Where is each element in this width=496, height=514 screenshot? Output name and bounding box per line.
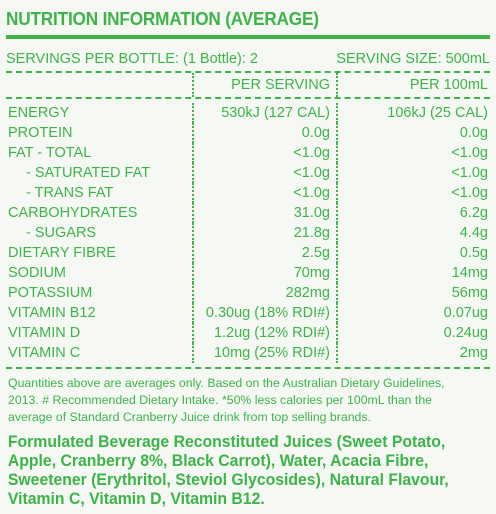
header-per-serving: PER SERVING	[192, 73, 338, 97]
per-serving-value: 10mg (25% RDI#)	[192, 343, 338, 363]
per-100ml-value: 2mg	[459, 345, 488, 361]
per-100ml-value: 0.0g	[459, 125, 488, 141]
ingredients-line: Vitamin C, Vitamin D, Vitamin B12.	[7, 489, 265, 508]
footnote-line: Quantities above are averages only. Base…	[8, 376, 445, 390]
table-body: ENERGY 530kJ (127 CAL) 106kJ (25 CAL) PROTE…	[6, 99, 490, 363]
table-header: PER SERVING PER 100mL	[6, 73, 490, 97]
servings-divider	[6, 71, 490, 73]
per-serving-value: 1.2ug (12% RDI#)	[192, 323, 338, 343]
nutrient-label: DIETARY FIBRE	[8, 245, 116, 261]
ingredients: Formulated Beverage Reconstituted Juices…	[6, 432, 461, 508]
per-serving-value: <1.0g	[192, 163, 338, 183]
per-serving-value: 70mg	[192, 263, 338, 283]
footnote: Quantities above are averages only. Base…	[6, 375, 490, 426]
ingredients-line: Apple, Cranberry 8%, Black Carrot), Wate…	[7, 451, 429, 470]
per-serving-value: 2.5g	[192, 243, 338, 263]
per-serving-value: 530kJ (127 CAL)	[192, 103, 338, 123]
servings-per-bottle: SERVINGS PER BOTTLE: (1 Bottle): 2	[6, 51, 258, 67]
header-per-100ml: PER 100mL	[409, 77, 488, 93]
table-row: VITAMIN B12 0.30ug (18% RDI#) 0.07ug	[6, 303, 490, 323]
table-row: CARBOHYDRATES 31.0g 6.2g	[6, 203, 490, 223]
per-100ml-value: 0.5g	[459, 245, 488, 261]
nutrient-label: - TRANS FAT	[26, 185, 114, 201]
table-row: POTASSIUM 282mg 56mg	[6, 283, 490, 303]
table-row: DIETARY FIBRE 2.5g 0.5g	[6, 243, 490, 263]
per-100ml-value: 106kJ (25 CAL)	[387, 105, 488, 121]
nutrient-label: PROTEIN	[8, 125, 73, 141]
per-serving-value: 21.8g	[192, 223, 338, 243]
per-serving-value: 0.0g	[192, 123, 338, 143]
per-100ml-value: 6.2g	[459, 205, 488, 221]
per-100ml-value: <1.0g	[451, 185, 488, 201]
nutrient-label: SODIUM	[8, 265, 66, 281]
servings-line: SERVINGS PER BOTTLE: (1 Bottle): 2 SERVI…	[6, 49, 490, 71]
per-serving-value: <1.0g	[192, 143, 338, 163]
per-100ml-value: <1.0g	[451, 165, 488, 181]
nutrient-label: - SATURATED FAT	[26, 165, 151, 181]
nutrient-label: FAT - TOTAL	[8, 145, 92, 161]
per-serving-value: 282mg	[192, 283, 338, 303]
header-label-cell	[6, 73, 192, 97]
per-serving-value: 0.30ug (18% RDI#)	[192, 303, 338, 323]
per-serving-value: <1.0g	[192, 183, 338, 203]
per-100ml-value: 0.24ug	[443, 325, 488, 341]
per-100ml-value: 0.07ug	[443, 305, 488, 321]
nutrient-label: - SUGARS	[26, 225, 97, 241]
per-100ml-value: 14mg	[451, 265, 488, 281]
table-bottom-divider	[6, 367, 490, 369]
table-row: VITAMIN D 1.2ug (12% RDI#) 0.24ug	[6, 323, 490, 343]
nutrient-label: CARBOHYDRATES	[8, 205, 138, 221]
table-row: PROTEIN 0.0g 0.0g	[6, 123, 490, 143]
nutrient-label: VITAMIN B12	[8, 305, 96, 321]
table-row: - TRANS FAT <1.0g <1.0g	[6, 183, 490, 203]
panel-title: NUTRITION INFORMATION (AVERAGE)	[6, 8, 319, 29]
table-row: VITAMIN C 10mg (25% RDI#) 2mg	[6, 343, 490, 363]
per-serving-value: 31.0g	[192, 203, 338, 223]
nutrient-label: VITAMIN C	[8, 345, 81, 361]
table-row: - SATURATED FAT <1.0g <1.0g	[6, 163, 490, 183]
table-row: ENERGY 530kJ (127 CAL) 106kJ (25 CAL)	[6, 103, 490, 123]
footnote-line: average of Standard Cranberry Juice drin…	[8, 410, 371, 424]
per-100ml-value: <1.0g	[451, 145, 488, 161]
table-row: - SUGARS 21.8g 4.4g	[6, 223, 490, 243]
per-100ml-value: 56mg	[451, 285, 488, 301]
serving-size: SERVING SIZE: 500mL	[336, 51, 490, 67]
nutrient-label: ENERGY	[8, 105, 70, 121]
nutrition-table: PER SERVING PER 100mL ENERGY 530kJ (127 C…	[6, 73, 490, 363]
table-row: SODIUM 70mg 14mg	[6, 263, 490, 283]
table-row: FAT - TOTAL <1.0g <1.0g	[6, 143, 490, 163]
header-divider	[6, 97, 490, 99]
nutrient-label: VITAMIN D	[8, 325, 81, 341]
nutrient-label: POTASSIUM	[8, 285, 93, 301]
per-100ml-value: 4.4g	[459, 225, 488, 241]
ingredients-line: Formulated Beverage Reconstituted Juices…	[7, 432, 446, 451]
ingredients-line: Sweetener (Erythritol, Steviol Glycoside…	[7, 470, 449, 489]
footnote-line: 2013. # Recommended Dietary Intake. *50%…	[8, 393, 433, 407]
title-divider	[6, 35, 490, 39]
